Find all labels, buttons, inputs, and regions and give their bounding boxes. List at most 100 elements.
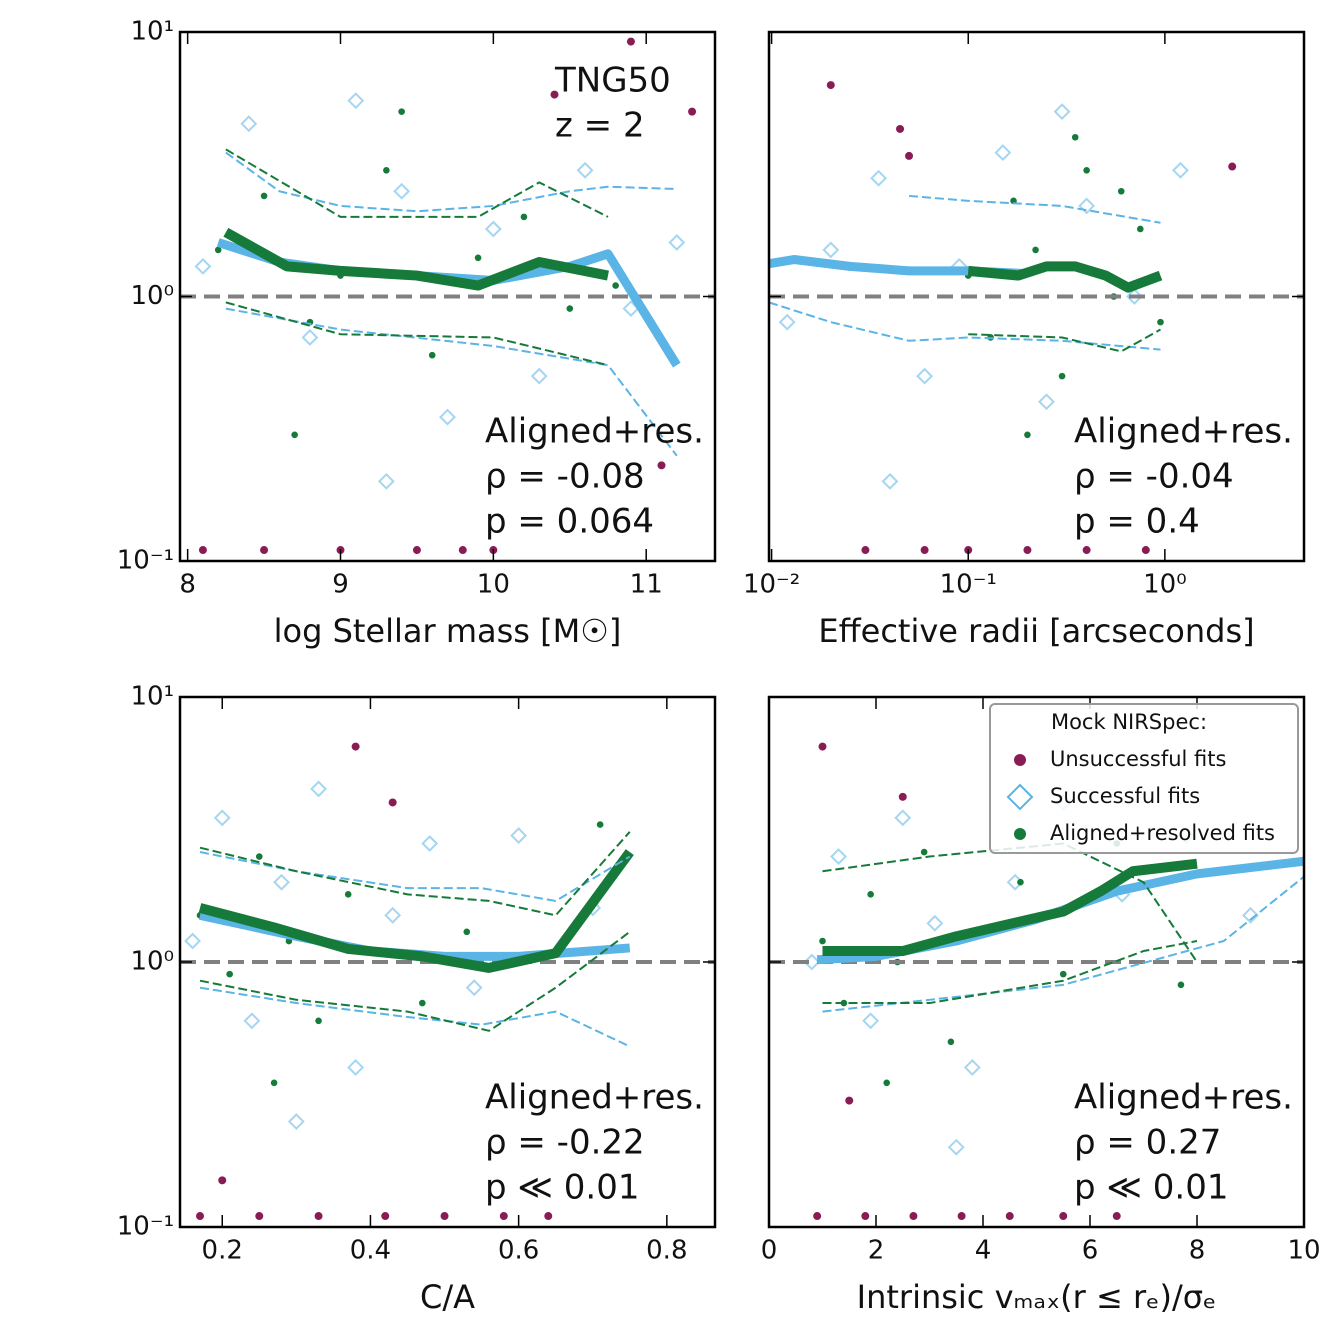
successful-point: [393, 182, 411, 200]
point: [255, 853, 263, 860]
successful-point: [194, 257, 212, 275]
point: [214, 246, 222, 254]
point: [920, 848, 928, 856]
y-tick-label: 10⁻¹: [117, 546, 174, 576]
point: [596, 821, 604, 828]
median-line: [967, 261, 1163, 293]
percentile-line: [968, 328, 1161, 353]
point: [218, 1176, 227, 1185]
point: [458, 546, 467, 555]
point: [255, 1212, 264, 1221]
point: [388, 798, 397, 807]
panel-label: TNG50: [554, 61, 671, 101]
successful-point: [830, 848, 847, 865]
point: [474, 254, 482, 262]
legend-label: Unsuccessful fits: [1050, 747, 1226, 771]
successful-point: [1038, 393, 1055, 411]
point: [1177, 981, 1185, 989]
point: [813, 1212, 822, 1221]
point: [920, 546, 929, 555]
point: [544, 1212, 553, 1221]
successful-point: [1125, 288, 1143, 305]
successful-point: [243, 1012, 261, 1030]
point: [1112, 1212, 1121, 1221]
successful-point: [994, 144, 1012, 162]
percentile-line: [225, 301, 609, 367]
x-axis-label: C/A: [420, 1278, 475, 1316]
point: [381, 1212, 390, 1221]
point: [905, 151, 914, 160]
point: [196, 1212, 205, 1221]
point: [947, 1038, 955, 1046]
annotation: ρ = -0.04: [1074, 457, 1234, 497]
point: [845, 1096, 854, 1105]
successful-point: [1078, 197, 1096, 215]
successful-point: [1053, 103, 1071, 121]
point: [344, 891, 352, 898]
point: [1023, 546, 1032, 555]
point: [314, 1212, 323, 1221]
point: [898, 792, 907, 801]
x-tick-label: 8: [179, 570, 196, 600]
successful-point: [240, 115, 258, 133]
point: [1083, 167, 1090, 174]
percentile-line: [822, 842, 1198, 963]
point: [1058, 372, 1066, 380]
point: [270, 1079, 278, 1087]
x-tick-label: 0.8: [646, 1236, 687, 1266]
x-tick-label: 0.4: [350, 1236, 391, 1266]
successful-point: [510, 827, 528, 844]
point: [1024, 431, 1031, 439]
x-tick-label: 10⁰: [1143, 570, 1187, 600]
successful-point: [822, 241, 840, 259]
x-tick-label: 9: [332, 570, 349, 600]
point: [1082, 546, 1091, 555]
percentile-line: [822, 875, 1304, 1013]
point: [419, 999, 426, 1007]
x-tick-label: 10⁻¹: [940, 570, 997, 600]
point: [1005, 1212, 1014, 1221]
point: [826, 81, 835, 90]
legend-marker: [1006, 783, 1034, 811]
successful-point: [184, 932, 202, 950]
point: [260, 546, 269, 555]
successful-point: [287, 1113, 305, 1130]
point: [957, 1212, 966, 1221]
annotation: p = 0.064: [485, 502, 654, 542]
successful-point: [916, 367, 934, 385]
point: [1032, 246, 1039, 254]
point: [688, 107, 697, 116]
point: [260, 192, 268, 200]
successful-point: [778, 313, 796, 331]
point: [198, 546, 207, 555]
point: [440, 1212, 449, 1221]
x-tick-label: 11: [630, 570, 663, 600]
successful-point: [347, 1059, 365, 1076]
point: [1117, 187, 1125, 195]
successful-point: [881, 472, 899, 490]
successful-point: [273, 873, 290, 891]
successful-point: [862, 1012, 880, 1030]
annotation: p ≪ 0.01: [485, 1168, 640, 1208]
percentile-line: [199, 986, 631, 1048]
point: [1017, 878, 1024, 886]
successful-point: [347, 92, 365, 110]
x-tick-label: 10: [1287, 1236, 1320, 1266]
successful-point: [1242, 906, 1259, 924]
point: [463, 928, 471, 936]
successful-point: [384, 906, 402, 924]
percentile-line: [225, 151, 677, 213]
plot-area: [769, 742, 1304, 1221]
plot-area: [769, 81, 1304, 555]
point: [351, 742, 360, 751]
x-axis-label: Effective radii [arcseconds]: [818, 612, 1254, 650]
annotation: p = 0.4: [1074, 502, 1200, 542]
successful-point: [963, 1059, 981, 1076]
point: [499, 1212, 508, 1221]
point: [1228, 162, 1237, 171]
y-tick-label: 10⁻¹: [117, 1212, 174, 1242]
point: [428, 351, 436, 359]
x-tick-label: 0.6: [498, 1236, 539, 1266]
percentile-line: [769, 301, 1161, 351]
percentile-line: [199, 931, 631, 1032]
